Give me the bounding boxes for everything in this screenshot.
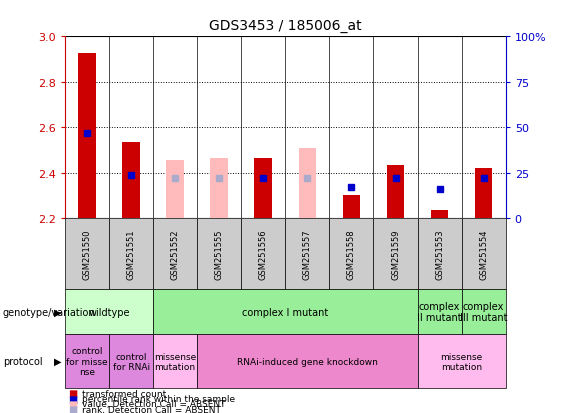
Bar [475, 169, 493, 219]
Bar [210, 159, 228, 219]
Text: ■: ■ [68, 404, 77, 413]
Text: RNAi-induced gene knockdown: RNAi-induced gene knockdown [237, 357, 378, 366]
Text: complex
III mutant: complex III mutant [460, 301, 507, 323]
Bar [166, 161, 184, 219]
Text: GSM251552: GSM251552 [171, 229, 180, 279]
Text: transformed count: transformed count [82, 389, 166, 398]
Text: GSM251558: GSM251558 [347, 229, 356, 279]
Text: GSM251556: GSM251556 [259, 229, 268, 279]
Bar [298, 149, 316, 219]
Bar [78, 54, 96, 219]
Text: control
for misse
nse: control for misse nse [66, 347, 108, 376]
Text: genotype/variation: genotype/variation [3, 307, 95, 317]
Text: complex
II mutant: complex II mutant [418, 301, 462, 323]
Text: rank, Detection Call = ABSENT: rank, Detection Call = ABSENT [82, 405, 221, 413]
Bar [386, 166, 405, 219]
Text: complex I mutant: complex I mutant [242, 307, 328, 317]
Text: ■: ■ [68, 394, 77, 404]
Text: GSM251559: GSM251559 [391, 229, 400, 279]
Text: percentile rank within the sample: percentile rank within the sample [82, 394, 235, 403]
Bar [122, 143, 140, 219]
Text: GSM251551: GSM251551 [127, 229, 136, 279]
Title: GDS3453 / 185006_at: GDS3453 / 185006_at [209, 19, 362, 33]
Text: GSM251553: GSM251553 [435, 229, 444, 279]
Text: wildtype: wildtype [88, 307, 130, 317]
Text: missense
mutation: missense mutation [441, 352, 483, 371]
Text: protocol: protocol [3, 356, 42, 366]
Text: value, Detection Call = ABSENT: value, Detection Call = ABSENT [82, 399, 225, 408]
Text: GSM251555: GSM251555 [215, 229, 224, 279]
Text: control
for RNAi: control for RNAi [112, 352, 150, 371]
Text: ■: ■ [68, 388, 77, 398]
Text: GSM251554: GSM251554 [479, 229, 488, 279]
Bar [342, 195, 360, 219]
Bar [431, 211, 449, 219]
Text: missense
mutation: missense mutation [154, 352, 196, 371]
Bar [254, 159, 272, 219]
Text: ▶: ▶ [54, 356, 61, 366]
Text: GSM251557: GSM251557 [303, 229, 312, 279]
Text: ▶: ▶ [54, 307, 61, 317]
Text: GSM251550: GSM251550 [82, 229, 92, 279]
Text: ■: ■ [68, 399, 77, 409]
